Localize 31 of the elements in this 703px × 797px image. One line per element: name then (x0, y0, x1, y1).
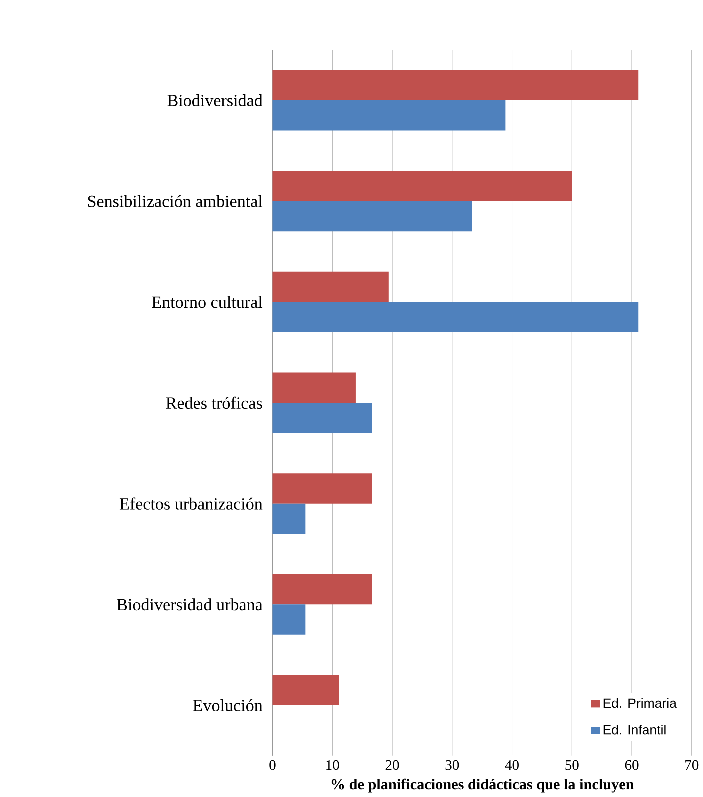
bar (272, 504, 306, 534)
bar (272, 171, 572, 202)
bar (272, 372, 356, 404)
x-tick-label: 60 (625, 760, 639, 770)
x-tick-label: 0 (269, 760, 276, 770)
y-tick-label: Sensibilización ambiental (88, 195, 262, 208)
x-tick-label: 70 (685, 760, 698, 770)
legend-label: Ed. Primaria (604, 698, 677, 708)
x-tick-label: 20 (386, 760, 400, 770)
bar (272, 675, 340, 706)
bar (272, 201, 472, 232)
bar (272, 100, 506, 131)
bar (272, 604, 306, 635)
y-tick-label: Evolución (193, 699, 262, 712)
bar (272, 70, 638, 101)
bar (272, 272, 389, 302)
y-tick-label: Biodiversidad (168, 94, 262, 107)
x-tick-label: 10 (326, 760, 340, 770)
x-axis-title: % de planificaciones didácticas que la incluyen (332, 778, 634, 793)
y-tick-label: Redes tróficas (166, 396, 262, 410)
x-tick-label: 50 (566, 760, 579, 770)
bar (272, 474, 372, 504)
x-tick-label: 40 (505, 760, 519, 770)
legend-label: Ed. Infantil (604, 724, 666, 735)
bar (272, 574, 372, 605)
y-tick-label: Entorno cultural (152, 296, 262, 308)
y-tick-label: Biodiversidad urbana (116, 598, 262, 611)
bar (272, 302, 638, 332)
x-tick-label: 30 (446, 760, 459, 770)
bar (272, 403, 372, 434)
y-tick-label: Efectos urbanización (120, 498, 262, 510)
